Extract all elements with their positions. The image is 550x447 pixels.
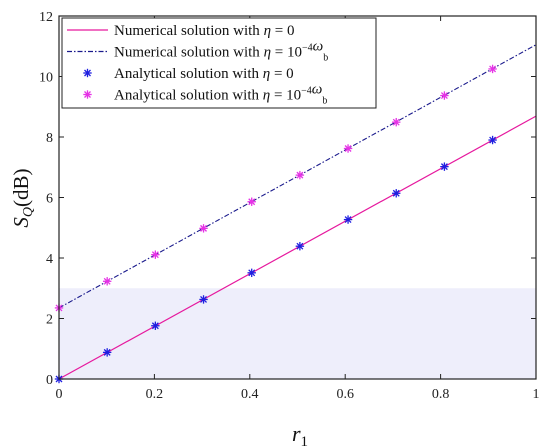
series-2-point	[343, 215, 353, 224]
y-tick-label: 2	[46, 313, 53, 328]
series-2-point	[295, 242, 305, 251]
y-axis-label-main: S	[9, 217, 33, 228]
x-axis-label-sub: 1	[301, 434, 309, 447]
x-tick-label: 0.6	[336, 387, 354, 402]
series-3-point	[343, 144, 353, 153]
series-2-point	[392, 189, 401, 198]
legend-label: Analytical solution with η = 0	[114, 66, 294, 82]
y-tick-label: 0	[46, 373, 53, 388]
series-2-point	[102, 348, 112, 357]
series-3-point	[488, 64, 497, 74]
series-3-point	[151, 250, 160, 259]
series-2-point	[440, 162, 449, 171]
series-line-1	[58, 44, 537, 309]
series-2-point	[488, 135, 497, 145]
series-3-point	[199, 224, 208, 233]
ticks-layer	[58, 15, 537, 380]
x-axis-label-main: r	[292, 421, 301, 446]
x-tick-label: 0.8	[432, 387, 450, 402]
legend-marker-swatch	[83, 68, 92, 78]
legend-label: Analytical solution with η = 10−4ωb	[114, 82, 327, 107]
series-2-point	[199, 295, 208, 304]
y-tick-label: 12	[39, 10, 53, 25]
x-tick-label: 0.2	[146, 387, 164, 402]
legend-entry-0: Numerical solution with η = 0	[67, 23, 294, 39]
x-tick-label: 1	[533, 387, 540, 402]
y-tick-label: 4	[46, 252, 53, 267]
series-3-point	[295, 170, 305, 180]
series-3-point	[392, 117, 401, 127]
y-tick-label: 10	[39, 71, 53, 86]
series-2-point	[151, 321, 160, 330]
legend-label: Numerical solution with η = 0	[114, 23, 294, 39]
legend-marker-swatch	[83, 90, 92, 99]
y-tick-label: 8	[46, 131, 53, 146]
y-axis-label-sub: Q	[21, 207, 36, 217]
y-axis-label: SQ(dB)	[9, 168, 36, 227]
series-3-point	[247, 197, 256, 206]
x-tick-label: 0	[56, 387, 63, 402]
y-axis-label-unit: (dB)	[9, 168, 33, 207]
x-axis-label: r1	[292, 421, 308, 447]
legend-entry-3: Analytical solution with η = 10−4ωb	[83, 82, 327, 107]
series-3-point	[440, 91, 449, 100]
y-tick-label: 6	[46, 192, 53, 207]
x-tick-label: 0.4	[241, 387, 259, 402]
legend-entry-2: Analytical solution with η = 0	[83, 66, 294, 82]
legend-box	[61, 17, 377, 109]
series-line-0	[58, 115, 537, 380]
shaded-region	[59, 288, 536, 379]
series-3-point	[102, 277, 112, 286]
series-layer	[54, 44, 537, 384]
series-2-point	[247, 268, 256, 278]
legend-label: Numerical solution with η = 10−4ωb	[114, 39, 328, 64]
legend-entry-1: Numerical solution with η = 10−4ωb	[67, 39, 328, 64]
